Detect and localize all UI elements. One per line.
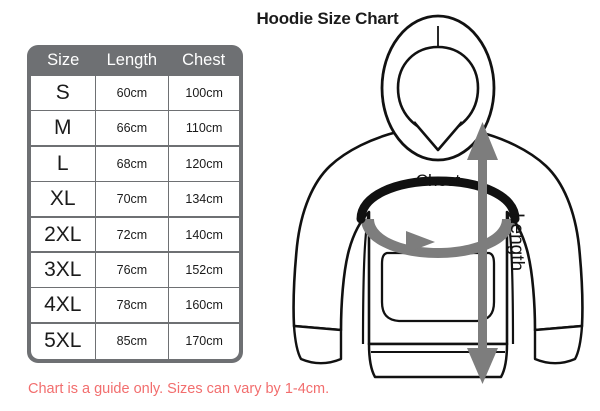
cell-length: 60cm [96,76,168,110]
cell-length: 72cm [96,217,168,252]
cell-length: 85cm [96,323,168,360]
table-row: S 60cm 100cm [31,76,239,111]
table-row: 4XL 78cm 160cm [31,288,239,323]
cell-length: 68cm [96,146,168,181]
kangaroo-pocket [380,251,496,323]
cell-length: 78cm [96,288,168,323]
cell-chest: 140cm [169,217,239,252]
right-cuff [533,324,584,365]
cell-size: 2XL [31,217,95,252]
cell-size: 3XL [31,252,95,287]
cell-chest: 170cm [169,323,239,360]
table-row: M 66cm 110cm [31,111,239,146]
table-row: 2XL 72cm 140cm [31,217,239,253]
table-row: 3XL 76cm 152cm [31,252,239,288]
disclaimer-note: Chart is a guide only. Sizes can vary by… [28,381,330,397]
cell-chest: 110cm [169,111,239,146]
chest-label: Chest [416,171,461,190]
cell-length: 70cm [96,182,168,217]
table-row: XL 70cm 134cm [31,182,239,217]
cell-size: XL [31,182,95,217]
cell-size: M [31,111,95,146]
cell-chest: 134cm [169,182,239,217]
column-header-length: Length [106,51,158,69]
size-chart-table: Size Length Chest S 60cm 100cm M 66cm 11… [27,45,243,364]
cell-chest: 120cm [169,146,239,181]
length-label: Length [506,213,527,271]
cell-size: L [31,146,95,181]
column-header-size: Size [47,51,80,69]
left-sleeve-seam [361,211,371,345]
left-cuff [292,324,343,365]
cell-size: 4XL [31,288,95,323]
table-body: S 60cm 100cm M 66cm 110cm L 68cm 120cm X… [31,76,239,360]
cell-chest: 160cm [169,288,239,323]
table-row: L 68cm 120cm [31,146,239,182]
cell-chest: 152cm [169,252,239,287]
cell-size: S [31,76,95,110]
column-header-chest: Chest [182,51,226,69]
cell-length: 66cm [96,111,168,146]
chest-ring-arrow [361,219,515,258]
cell-length: 76cm [96,252,168,287]
table-header-row: Size Length Chest [31,45,239,76]
hood-opening [396,45,480,134]
hood-opening-point [413,121,463,152]
length-arrow [467,122,498,384]
cell-chest: 100cm [169,76,239,110]
page-title: Hoodie Size Chart [256,9,399,28]
cell-size: 5XL [31,323,95,360]
table-row: 5XL 85cm 170cm [31,323,239,360]
chest-ring [356,176,520,224]
right-sleeve-seam [505,211,515,345]
hoodie-illustration: Chest Length [275,14,600,384]
